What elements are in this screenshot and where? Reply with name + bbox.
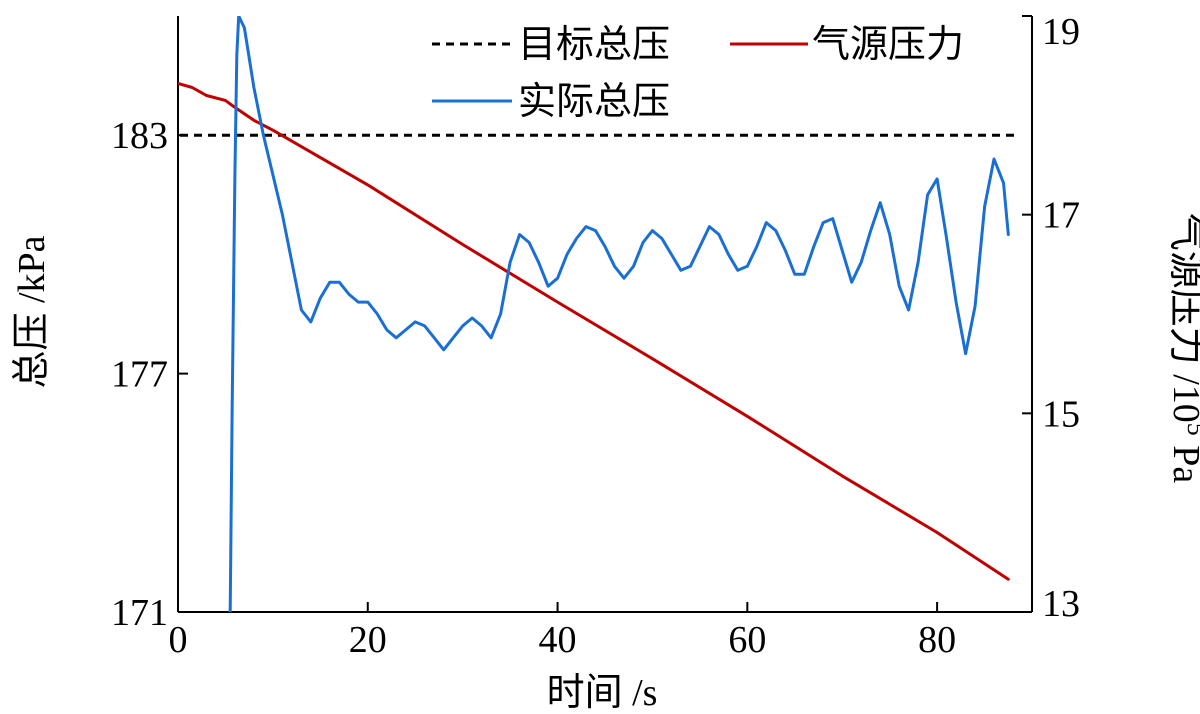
plot-frame [177, 16, 1033, 613]
x-axis-title: 时间 /s [547, 672, 658, 714]
right-y-axis-ticks: 13 15 17 19 [1022, 11, 1080, 625]
x-tick-label: 0 [169, 619, 188, 661]
left-y-tick-label: 177 [111, 354, 168, 396]
right-y-axis-title-unit: Pa [1165, 436, 1200, 484]
series-source-line [178, 82, 1010, 581]
x-tick-label: 80 [918, 619, 956, 661]
left-y-tick-label: 171 [111, 592, 168, 634]
legend-actual-label: 实际总压 [518, 81, 670, 123]
left-y-axis-ticks: 171 177 183 [111, 115, 188, 634]
x-tick-label: 60 [728, 619, 766, 661]
x-tick-label: 20 [349, 619, 387, 661]
right-y-tick-label: 17 [1042, 195, 1080, 237]
legend-source-label: 气源压力 [812, 24, 964, 66]
legend-target-label: 目标总压 [518, 24, 670, 66]
left-y-axis-title: 总压 /kPa [11, 235, 53, 388]
right-y-tick-label: 19 [1042, 11, 1080, 53]
x-axis-ticks: 0 20 40 60 80 [169, 602, 956, 661]
x-tick-label: 40 [539, 619, 577, 661]
right-y-axis-title-main: 气源压力 /10 [1165, 213, 1200, 423]
left-y-tick-label: 183 [111, 115, 168, 157]
right-y-axis-title-exponent: 5 [1182, 423, 1200, 436]
right-y-axis-title: 气源压力 /105 Pa [1165, 213, 1200, 484]
right-y-tick-label: 15 [1042, 393, 1080, 435]
series-actual-line [228, 16, 1010, 612]
right-y-tick-label: 13 [1042, 583, 1080, 625]
series-layer [178, 16, 1018, 612]
